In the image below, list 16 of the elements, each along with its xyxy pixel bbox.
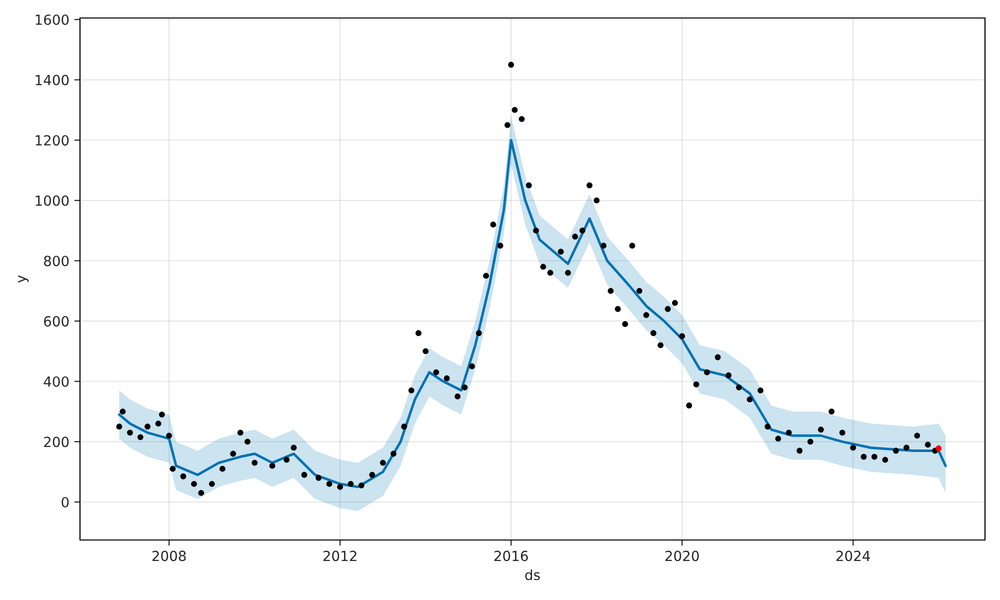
- x-tick-label: 2020: [665, 550, 699, 562]
- y-tick-label: 400: [44, 376, 69, 387]
- y-tick-label: 200: [44, 436, 69, 448]
- y-tick-label: 600: [44, 316, 69, 327]
- y-axis-title: y: [18, 275, 29, 283]
- x-tick-label: 2016: [494, 550, 528, 562]
- y-tick-label: 1400: [36, 74, 69, 86]
- x-tick-label: 2024: [836, 550, 870, 562]
- x-axis-title: ds: [525, 569, 540, 580]
- y-tick-label: 1600: [36, 14, 69, 25]
- x-tick-label: 2008: [152, 550, 186, 562]
- y-tick-label: 0: [62, 496, 69, 508]
- x-tick-label: 2012: [323, 550, 356, 562]
- y-tick-label: 800: [44, 256, 69, 266]
- y-tick-label: 1000: [36, 195, 69, 206]
- y-tick-label: 1200: [36, 135, 69, 146]
